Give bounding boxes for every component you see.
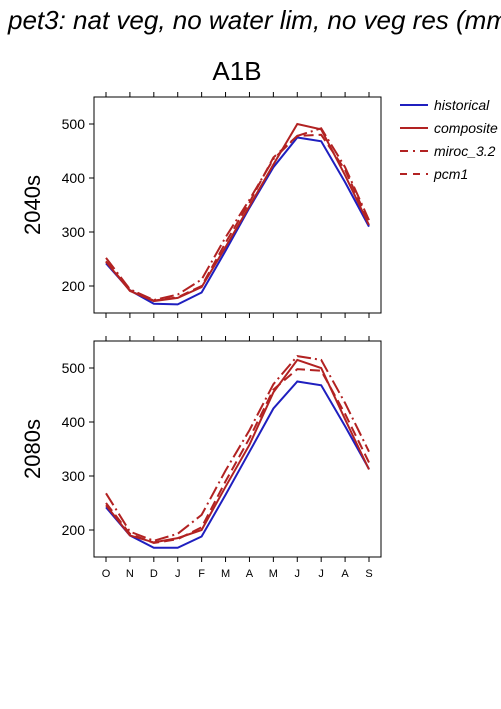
- panels: 200 300 400 500 2040s 200 300 400 500 O N D J F M A M J J A…: [20, 92, 382, 580]
- panel-frame: [93, 96, 382, 314]
- series-line-composite: [105, 122, 370, 303]
- figure-title: pet3: nat veg, no water lim, no veg res …: [8, 5, 501, 35]
- panel-label: 2040s: [20, 175, 45, 235]
- series-line-historical: [105, 136, 370, 306]
- legend-label: historical: [434, 97, 490, 113]
- y-tick-label: 400: [62, 170, 86, 186]
- x-tick-label: F: [198, 568, 205, 580]
- x-tick-label: A: [341, 568, 349, 580]
- scenario-label: A1B: [212, 56, 261, 86]
- y-tick-label: 300: [62, 224, 86, 240]
- x-tick-label: M: [269, 568, 278, 580]
- series-line-miroc_3.2: [105, 127, 370, 302]
- series-line-miroc_3.2: [105, 355, 370, 542]
- series-line-pcm1: [105, 133, 370, 302]
- panel-2080s: 200 300 400 500 O N D J F M A M J J A S 2080s: [20, 336, 382, 580]
- y-tick-label: 500: [62, 360, 86, 376]
- legend: historical composite miroc_3.2 pcm1: [400, 97, 498, 182]
- legend-label: pcm1: [433, 166, 468, 182]
- legend-label: composite: [434, 120, 498, 136]
- y-tick-label: 200: [62, 522, 86, 538]
- x-tick-label: M: [221, 568, 230, 580]
- panel-frame: [93, 340, 382, 558]
- y-tick-label: 200: [62, 278, 86, 294]
- x-tick-label: J: [175, 568, 181, 580]
- x-tick-label: J: [295, 568, 301, 580]
- y-tick-label: 300: [62, 468, 86, 484]
- x-tick-label: D: [150, 568, 158, 580]
- x-tick-label: O: [102, 568, 111, 580]
- x-tick-label: N: [126, 568, 134, 580]
- series-line-pcm1: [105, 368, 370, 545]
- x-tick-label: A: [246, 568, 254, 580]
- series-line-historical: [105, 380, 370, 549]
- x-tick-label: J: [318, 568, 324, 580]
- legend-label: miroc_3.2: [434, 143, 496, 159]
- panel-2040s: 200 300 400 500 2040s: [20, 92, 382, 318]
- x-tick-label: S: [365, 568, 372, 580]
- y-tick-label: 400: [62, 414, 86, 430]
- panel-label: 2080s: [20, 419, 45, 479]
- y-tick-label: 500: [62, 116, 86, 132]
